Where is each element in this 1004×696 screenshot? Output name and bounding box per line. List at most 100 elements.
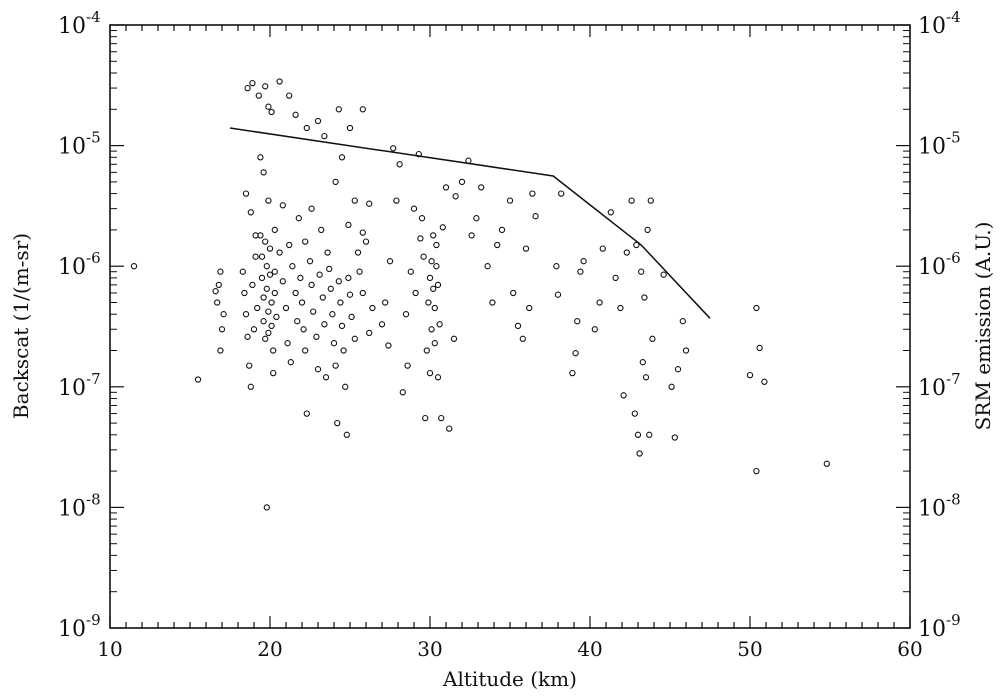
scatter-point bbox=[756, 344, 763, 352]
scatter-point bbox=[446, 425, 453, 432]
scatter-point bbox=[332, 178, 339, 186]
scatter-point bbox=[574, 318, 581, 325]
scatter-point bbox=[270, 369, 277, 377]
scatter-point bbox=[244, 84, 251, 92]
scatter-point bbox=[674, 366, 682, 373]
scatter-point bbox=[366, 329, 373, 337]
scatter-point bbox=[526, 304, 533, 312]
scatter-point bbox=[423, 347, 430, 354]
y-tick-label-left: 10-9 bbox=[58, 611, 101, 642]
scatter-point bbox=[434, 281, 442, 289]
scatter-point bbox=[262, 238, 269, 245]
scatter-point bbox=[273, 313, 280, 321]
scatter-point bbox=[638, 268, 645, 275]
scatter-point bbox=[334, 419, 341, 427]
scatter-point bbox=[217, 347, 224, 354]
scatter-point bbox=[268, 108, 275, 116]
scatter-point bbox=[433, 263, 440, 270]
scatter-point bbox=[326, 265, 333, 273]
scatter-point bbox=[314, 366, 322, 373]
scatter-point bbox=[679, 318, 686, 325]
scatter-point bbox=[553, 263, 560, 270]
scatter-point bbox=[265, 329, 272, 337]
scatter-point bbox=[351, 335, 358, 342]
scatter-point bbox=[297, 274, 304, 282]
scatter-point bbox=[265, 103, 272, 110]
scatter-point bbox=[314, 117, 322, 125]
scatter-point bbox=[359, 106, 366, 113]
scatter-point bbox=[276, 249, 283, 256]
scatter-point bbox=[430, 285, 437, 292]
scatter-point bbox=[271, 268, 278, 275]
scatter-point bbox=[489, 299, 496, 306]
scatter-point bbox=[641, 294, 648, 301]
scatter-point bbox=[412, 289, 419, 297]
scatter-point bbox=[303, 410, 310, 417]
x-axis-label: Altitude (km) bbox=[442, 667, 577, 691]
x-tick-labels: 10 20 30 40 50 60 bbox=[97, 637, 922, 661]
scatter-point bbox=[319, 294, 326, 301]
scatter-point bbox=[263, 263, 270, 270]
scatter-point bbox=[386, 258, 394, 265]
scatter-point bbox=[438, 414, 445, 422]
scatter-point bbox=[241, 289, 248, 297]
scatter-point bbox=[410, 205, 418, 212]
scatter-point bbox=[646, 431, 653, 438]
scatter-point bbox=[668, 383, 675, 390]
y-tick-label-left: 10-5 bbox=[58, 129, 101, 160]
scatter-point bbox=[753, 304, 760, 312]
scatter-point bbox=[428, 258, 435, 265]
scatter-point bbox=[247, 383, 254, 390]
scatter-point bbox=[295, 215, 302, 222]
scatter-point bbox=[321, 132, 328, 140]
scatter-point bbox=[338, 154, 346, 161]
scatter-point bbox=[262, 83, 269, 90]
scatter-point bbox=[647, 197, 654, 204]
scatter-point bbox=[329, 311, 336, 318]
scatter-point bbox=[356, 268, 363, 275]
minor-ticks bbox=[110, 25, 910, 628]
scatter-point bbox=[494, 241, 501, 249]
scatter-point bbox=[671, 434, 678, 441]
scatter-point bbox=[260, 318, 267, 325]
scatter-point bbox=[359, 229, 366, 236]
scatter-point bbox=[258, 253, 266, 260]
scatter-point bbox=[636, 450, 643, 457]
x-tick-label: 60 bbox=[897, 637, 922, 661]
scatter-point bbox=[215, 281, 222, 289]
scatter-point bbox=[268, 299, 275, 306]
x-tick-label: 30 bbox=[417, 637, 442, 661]
scatter-point bbox=[393, 197, 400, 204]
scatter-point bbox=[362, 238, 370, 245]
scatter-point bbox=[335, 106, 342, 113]
scatter-point bbox=[212, 288, 219, 295]
scatter-point bbox=[628, 197, 635, 204]
scatter-point bbox=[263, 504, 270, 511]
scatter-point bbox=[284, 340, 291, 347]
scatter-point bbox=[268, 322, 275, 330]
y-axis-label-right: SRM emission (A.U.) bbox=[971, 222, 995, 431]
scatter-point bbox=[262, 335, 269, 342]
scatter-point bbox=[254, 304, 261, 312]
scatter-point bbox=[458, 178, 466, 186]
scatter-point bbox=[385, 342, 392, 349]
scatter-point bbox=[761, 378, 768, 385]
y-tick-label-right: 10-9 bbox=[918, 611, 961, 642]
scatter-point bbox=[260, 169, 267, 176]
scatter-point bbox=[450, 335, 458, 342]
scatter-point bbox=[433, 241, 440, 249]
x-tick-label: 40 bbox=[577, 637, 602, 661]
scatter-point bbox=[342, 383, 349, 390]
y-tick-label-right: 10-6 bbox=[918, 249, 961, 280]
x-tick-label: 20 bbox=[257, 637, 282, 661]
scatter-point bbox=[335, 278, 342, 285]
scatter-point bbox=[258, 274, 266, 282]
scatter-point bbox=[316, 271, 323, 278]
scatter-point bbox=[607, 209, 614, 216]
scatter-point bbox=[218, 326, 226, 333]
scatter-point bbox=[249, 79, 256, 87]
scatter-point bbox=[247, 209, 254, 216]
scatter-point bbox=[321, 321, 328, 328]
scatter-point bbox=[343, 431, 350, 438]
